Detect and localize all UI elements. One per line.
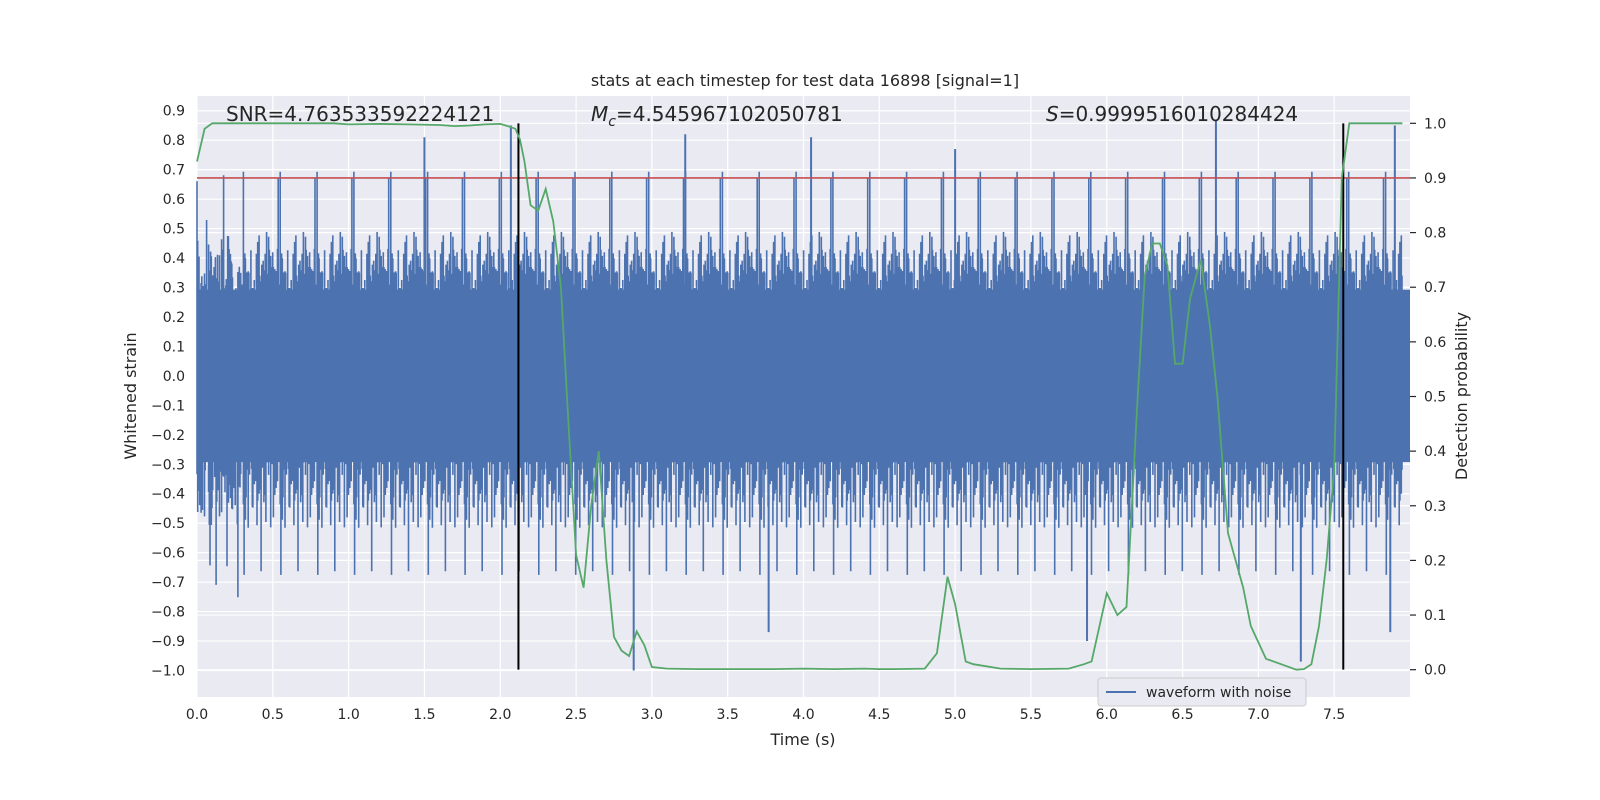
mc-annotation: Mc=4.545967102050781 <box>591 102 843 130</box>
x-tick-label: 7.5 <box>1323 707 1345 723</box>
y-left-tick-label: −0.5 <box>151 516 185 532</box>
legend-box <box>1097 677 1307 707</box>
y-left-tick-label: −0.8 <box>151 605 185 621</box>
y-left-tick-label: −0.3 <box>151 457 185 473</box>
legend-label: waveform with noise <box>1146 685 1291 701</box>
x-tick-label: 7.0 <box>1247 707 1269 723</box>
x-tick-label: 4.0 <box>792 707 814 723</box>
y-left-tick-label: 0.2 <box>163 310 185 326</box>
mc-annotation-value: =4.545967102050781 <box>616 102 843 126</box>
waveform-layer <box>196 119 1410 671</box>
y-right-tick-label: 0.7 <box>1424 280 1446 296</box>
y-left-tick-label: 0.7 <box>163 163 185 179</box>
y-right-tick-label: 0.1 <box>1424 608 1446 624</box>
y-left-tick-label: 0.4 <box>163 251 185 267</box>
x-tick-label: 2.5 <box>565 707 587 723</box>
y-right-tick-label: 0.9 <box>1424 171 1446 187</box>
x-axis-label: Time (s) <box>769 730 835 749</box>
y-left-tick-label: 0.1 <box>163 339 185 355</box>
y-left-tick-label: −0.2 <box>151 428 185 444</box>
x-tick-label: 4.5 <box>868 707 890 723</box>
y-left-tick-label: −0.9 <box>151 634 185 650</box>
signal-window-layer <box>517 123 1345 670</box>
snr-annotation: SNR=4.763533592224121 <box>226 102 494 126</box>
x-tick-label: 1.5 <box>413 707 435 723</box>
y-right-tick-label: 1.0 <box>1424 116 1446 132</box>
probability-series-line <box>196 122 1403 671</box>
tick-layer: 0.0 0.5 1.0 1.5 2.0 2.5 3.0 3.5 4.0 4.5 5.0 5.5 6.0 6… <box>151 104 1446 723</box>
y-axis-right-label: Detection probability <box>1452 312 1471 480</box>
waveform-noise-path <box>196 171 1403 598</box>
x-tick-label: 0.0 <box>186 707 208 723</box>
y-right-tick-label: 0.0 <box>1424 663 1446 679</box>
x-tick-label: 6.5 <box>1171 707 1193 723</box>
y-right-tick-label: 0.4 <box>1424 444 1446 460</box>
y-left-tick-label: −0.4 <box>151 487 185 503</box>
x-tick-label: 0.5 <box>262 707 284 723</box>
x-tick-label: 3.5 <box>717 707 739 723</box>
y-left-tick-label: −0.1 <box>151 398 185 414</box>
y-left-tick-label: −0.7 <box>151 575 185 591</box>
legend: waveform with noise <box>1097 677 1307 707</box>
y-left-tick-label: 0.8 <box>163 133 185 149</box>
y-left-tick-label: 0.3 <box>163 280 185 296</box>
chart-title: stats at each timestep for test data 168… <box>591 71 1019 90</box>
x-tick-label: 6.0 <box>1096 707 1118 723</box>
y-right-tick-label: 0.8 <box>1424 226 1446 242</box>
y-right-tick-label: 0.6 <box>1424 335 1446 351</box>
y-right-tick-label: 0.5 <box>1424 390 1446 406</box>
x-tick-label: 1.0 <box>337 707 359 723</box>
y-right-tick-label: 0.2 <box>1424 553 1446 569</box>
y-left-tick-label: −0.6 <box>151 546 185 562</box>
x-tick-label: 3.0 <box>641 707 663 723</box>
y-left-tick-label: 0.5 <box>163 222 185 238</box>
y-left-tick-label: 0.6 <box>163 192 185 208</box>
s-annotation: S=0.9999516010284424 <box>1046 102 1298 126</box>
s-annotation-value: =0.9999516010284424 <box>1059 102 1298 126</box>
y-left-tick-label: 0.9 <box>163 104 185 120</box>
x-tick-label: 2.0 <box>489 707 511 723</box>
y-axis-left-label: Whitened strain <box>121 332 140 459</box>
y-left-tick-label: −1.0 <box>151 663 185 679</box>
y-right-tick-label: 0.3 <box>1424 499 1446 515</box>
x-tick-label: 5.0 <box>944 707 966 723</box>
x-tick-label: 5.5 <box>1020 707 1042 723</box>
y-left-tick-label: 0.0 <box>163 369 185 385</box>
